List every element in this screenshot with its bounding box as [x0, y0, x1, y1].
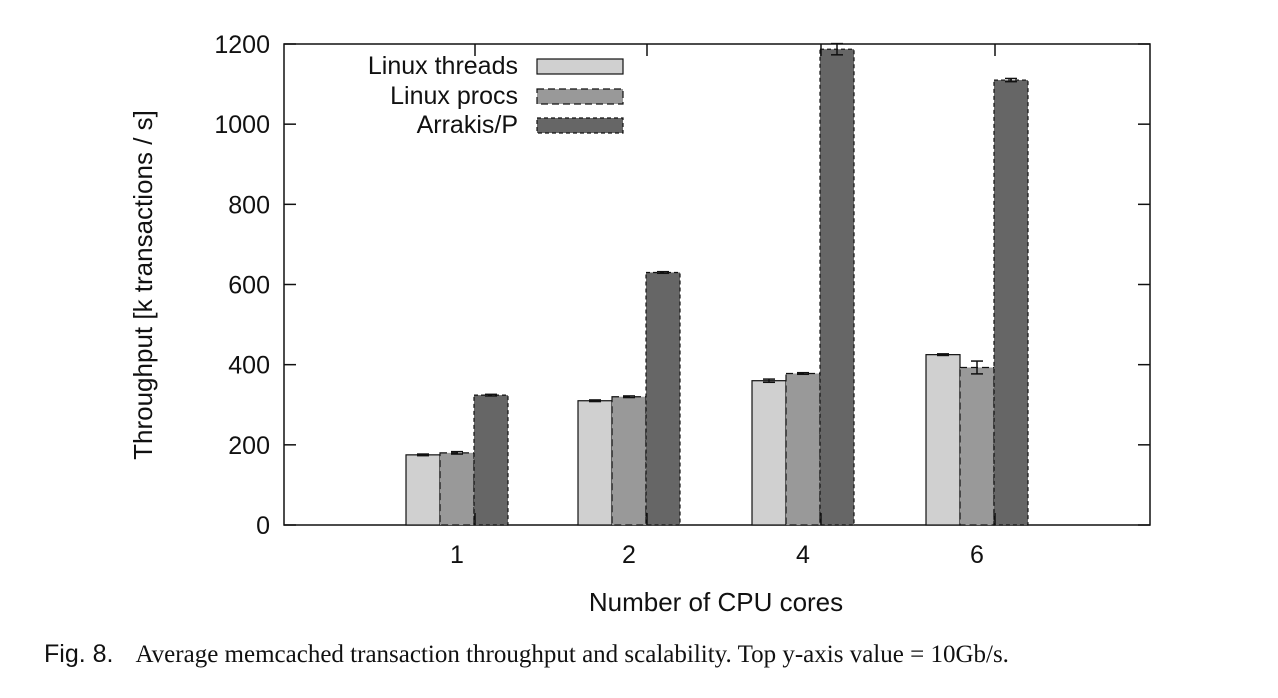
x-axis-label: Number of CPU cores — [589, 587, 843, 617]
bar — [577, 400, 613, 526]
bar — [819, 48, 855, 526]
x-tick-label: 6 — [970, 541, 984, 569]
legend-label: Linux threads — [368, 52, 518, 80]
y-axis-label: Throughput [k transactions / s] — [128, 110, 158, 460]
x-axis-ticks: 1 2 4 6 — [450, 44, 996, 569]
y-tick-label: 1200 — [214, 31, 270, 59]
y-tick-label: 800 — [228, 191, 270, 219]
x-tick-label: 1 — [450, 541, 464, 569]
bar — [473, 394, 509, 526]
caption-text: Average memcached transaction throughput… — [135, 641, 1009, 668]
legend-swatch — [536, 88, 624, 105]
legend-swatch — [536, 58, 624, 75]
bar — [645, 271, 681, 526]
bar — [751, 380, 787, 526]
y-tick-label: 400 — [228, 352, 270, 380]
error-bars — [417, 42, 1017, 457]
bar — [405, 454, 441, 526]
y-tick-label: 0 — [256, 512, 270, 540]
legend-label: Linux procs — [390, 82, 518, 110]
bar — [993, 79, 1029, 526]
y-tick-label: 600 — [228, 272, 270, 300]
bar-chart: 0 200 400 600 800 1000 1200 1 2 4 6 Linux threads… — [128, 31, 1151, 617]
figure-number: Fig. 8. — [44, 640, 114, 668]
bars — [405, 48, 1029, 526]
y-axis-ticks: 0 200 400 600 800 1000 1200 — [214, 31, 1150, 540]
bar — [959, 366, 995, 526]
legend-label: Arrakis/P — [417, 111, 518, 139]
x-tick-label: 4 — [796, 541, 810, 569]
bar — [925, 354, 961, 526]
legend-swatch — [536, 117, 624, 134]
bar — [611, 396, 647, 526]
y-tick-label: 1000 — [214, 111, 270, 139]
figure-caption: Fig. 8. Average memcached transaction thr… — [44, 640, 1274, 669]
x-tick-label: 2 — [622, 541, 636, 569]
bar — [439, 452, 475, 526]
y-tick-label: 200 — [228, 432, 270, 460]
bar — [785, 372, 821, 526]
